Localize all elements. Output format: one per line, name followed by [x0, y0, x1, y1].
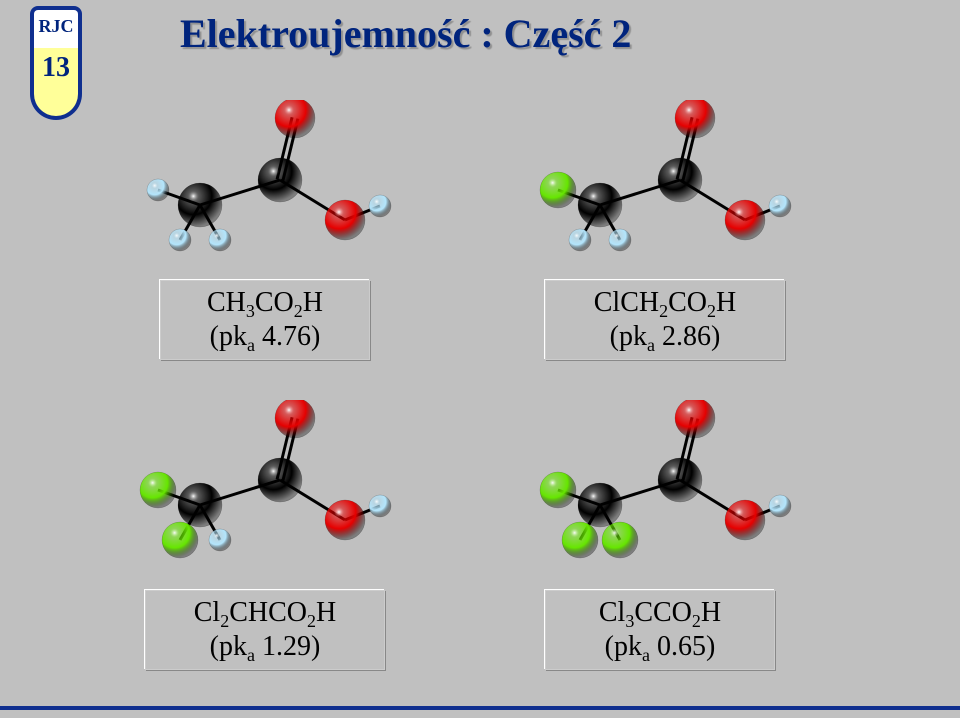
pka: (pka 1.29)	[160, 631, 370, 663]
molecule-svg	[520, 400, 810, 565]
formula: ClCH2CO2H	[560, 287, 770, 319]
page-title: Elektroujemność : Część 2	[180, 10, 631, 57]
molecule-dichloroacetic-acid	[120, 400, 410, 570]
tube-header: RJC	[30, 6, 82, 48]
molecule-trichloroacetic-acid	[520, 400, 810, 570]
formula: CH3CO2H	[175, 287, 355, 319]
formula: Cl2CHCO2H	[160, 597, 370, 629]
label-dichloroacetic-acid: Cl2CHCO2H (pka 1.29)	[145, 590, 385, 670]
molecule-svg	[120, 400, 410, 565]
pka: (pka 4.76)	[175, 321, 355, 353]
molecule-chloroacetic-acid	[520, 100, 810, 270]
slide: RJC 13 Elektroujemność : Część 2	[0, 0, 960, 710]
tube-body: 13	[30, 48, 82, 120]
molecule-acetic-acid	[120, 100, 410, 270]
label-chloroacetic-acid: ClCH2CO2H (pka 2.86)	[545, 280, 785, 360]
pka: (pka 2.86)	[560, 321, 770, 353]
molecule-svg	[520, 100, 810, 265]
molecule-svg	[120, 100, 410, 265]
label-acetic-acid: CH3CO2H (pka 4.76)	[160, 280, 370, 360]
slide-number: 13	[34, 48, 78, 84]
label-trichloroacetic-acid: Cl3CCO2H (pka 0.65)	[545, 590, 775, 670]
formula: Cl3CCO2H	[560, 597, 760, 629]
pka: (pka 0.65)	[560, 631, 760, 663]
footer-rule	[0, 706, 960, 710]
test-tube-badge: RJC 13	[22, 6, 84, 166]
tube-tag: RJC	[34, 10, 78, 37]
